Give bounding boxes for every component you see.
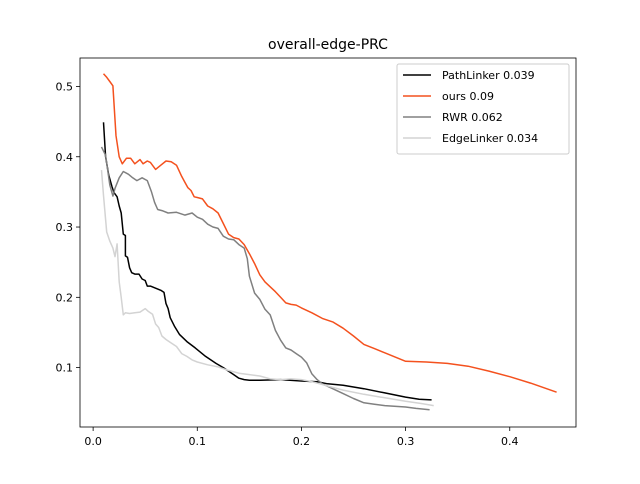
x-tick-label: 0.3 (397, 435, 415, 448)
x-tick-label: 0.1 (189, 435, 207, 448)
legend-box (396, 63, 570, 155)
series-line-3 (100, 170, 434, 407)
x-tick-label: 0.2 (293, 435, 311, 448)
x-axis: 0.0 0.1 0.2 0.3 0.4 (84, 427, 519, 448)
legend-label-2: RWR 0.062 (442, 111, 503, 124)
legend: PathLinker 0.039 ours 0.09 RWR 0.062 EdgeLi… (396, 63, 570, 155)
series-line-0 (102, 122, 432, 401)
y-tick-label: 0.1 (56, 362, 74, 375)
x-tick-label: 0.4 (501, 435, 519, 448)
legend-label-0: PathLinker 0.039 (442, 69, 535, 82)
legend-label-1: ours 0.09 (442, 90, 494, 103)
x-tick-label: 0.0 (84, 435, 102, 448)
series-line-1 (102, 73, 557, 393)
plot-frame (79, 57, 577, 428)
y-tick-label: 0.2 (56, 291, 74, 304)
y-tick-label: 0.4 (56, 151, 74, 164)
y-axis: 0.1 0.2 0.3 0.4 0.5 (56, 80, 80, 375)
legend-label-3: EdgeLinker 0.034 (442, 132, 538, 145)
series-layer (100, 73, 557, 411)
y-tick-label: 0.5 (56, 80, 74, 93)
y-tick-label: 0.3 (56, 221, 74, 234)
chart-title: overall-edge-PRC (268, 37, 388, 53)
